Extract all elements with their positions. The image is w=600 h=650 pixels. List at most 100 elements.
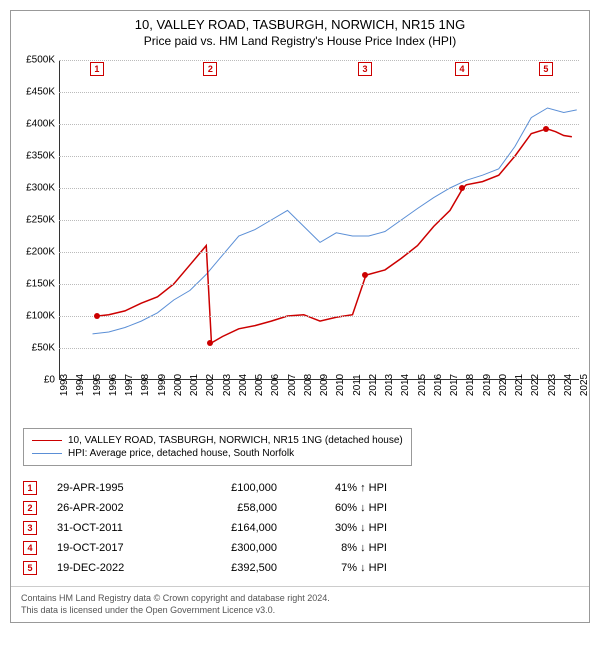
gridline-h	[59, 348, 579, 349]
x-axis-label: 2007	[287, 374, 298, 396]
chart-area: £0£50K£100K£150K£200K£250K£300K£350K£400…	[11, 50, 589, 420]
chart-marker-5: 5	[539, 62, 553, 76]
y-axis-label: £350K	[11, 151, 55, 162]
transaction-date: 31-OCT-2011	[57, 522, 167, 534]
transaction-marker: 4	[23, 541, 37, 555]
transaction-row: 5 19-DEC-2022 £392,500 7% ↓ HPI	[23, 558, 577, 578]
x-axis-label: 1996	[108, 374, 119, 396]
transaction-row: 2 26-APR-2002 £58,000 60% ↓ HPI	[23, 498, 577, 518]
transaction-diff: 60% ↓ HPI	[297, 502, 387, 514]
x-axis-label: 2024	[563, 374, 574, 396]
transaction-date: 26-APR-2002	[57, 502, 167, 514]
x-axis-label: 2003	[222, 374, 233, 396]
x-axis-label: 2015	[417, 374, 428, 396]
gridline-h	[59, 188, 579, 189]
x-axis-label: 2000	[173, 374, 184, 396]
y-axis-label: £250K	[11, 215, 55, 226]
x-axis-label: 2014	[400, 374, 411, 396]
chart-marker-dot-5	[543, 126, 549, 132]
y-axis-label: £200K	[11, 247, 55, 258]
y-axis-label: £400K	[11, 119, 55, 130]
gridline-h	[59, 60, 579, 61]
x-axis-label: 1993	[59, 374, 70, 396]
chart-marker-dot-3	[362, 272, 368, 278]
x-axis-label: 1994	[75, 374, 86, 396]
transaction-marker: 3	[23, 521, 37, 535]
gridline-h	[59, 284, 579, 285]
footer-line2: This data is licensed under the Open Gov…	[21, 605, 579, 617]
x-axis-label: 2004	[238, 374, 249, 396]
title-subtitle: Price paid vs. HM Land Registry's House …	[11, 34, 589, 48]
legend-label: HPI: Average price, detached house, Sout…	[68, 448, 294, 459]
transaction-price: £300,000	[187, 542, 277, 554]
chart-marker-dot-1	[94, 313, 100, 319]
transaction-marker: 1	[23, 481, 37, 495]
transaction-row: 1 29-APR-1995 £100,000 41% ↑ HPI	[23, 478, 577, 498]
transaction-date: 19-DEC-2022	[57, 562, 167, 574]
x-axis-label: 2013	[384, 374, 395, 396]
x-axis-label: 2008	[303, 374, 314, 396]
x-axis-label: 2025	[579, 374, 590, 396]
gridline-h	[59, 156, 579, 157]
transaction-diff: 8% ↓ HPI	[297, 542, 387, 554]
chart-container: 10, VALLEY ROAD, TASBURGH, NORWICH, NR15…	[10, 10, 590, 623]
title-block: 10, VALLEY ROAD, TASBURGH, NORWICH, NR15…	[11, 11, 589, 50]
transaction-price: £392,500	[187, 562, 277, 574]
legend-row: HPI: Average price, detached house, Sout…	[32, 448, 403, 459]
y-axis-label: £0	[11, 375, 55, 386]
transaction-price: £100,000	[187, 482, 277, 494]
x-axis-label: 2011	[352, 374, 363, 396]
x-axis-label: 2021	[514, 374, 525, 396]
y-axis-label: £450K	[11, 87, 55, 98]
footer: Contains HM Land Registry data © Crown c…	[11, 586, 589, 622]
y-axis-label: £150K	[11, 279, 55, 290]
title-address: 10, VALLEY ROAD, TASBURGH, NORWICH, NR15…	[11, 17, 589, 32]
x-axis-label: 2001	[189, 374, 200, 396]
chart-marker-dot-2	[207, 340, 213, 346]
x-axis-label: 2016	[433, 374, 444, 396]
chart-marker-3: 3	[358, 62, 372, 76]
transaction-date: 19-OCT-2017	[57, 542, 167, 554]
y-axis-label: £50K	[11, 343, 55, 354]
transactions-table: 1 29-APR-1995 £100,000 41% ↑ HPI 2 26-APR-200…	[11, 474, 589, 586]
transaction-row: 4 19-OCT-2017 £300,000 8% ↓ HPI	[23, 538, 577, 558]
x-axis-label: 2005	[254, 374, 265, 396]
transaction-diff: 7% ↓ HPI	[297, 562, 387, 574]
legend-swatch	[32, 453, 62, 454]
transaction-diff: 41% ↑ HPI	[297, 482, 387, 494]
x-axis-label: 2019	[482, 374, 493, 396]
transaction-diff: 30% ↓ HPI	[297, 522, 387, 534]
transaction-marker: 5	[23, 561, 37, 575]
legend-swatch	[32, 440, 62, 441]
gridline-h	[59, 220, 579, 221]
x-axis-label: 2022	[530, 374, 541, 396]
x-axis-label: 1997	[124, 374, 135, 396]
footer-line1: Contains HM Land Registry data © Crown c…	[21, 593, 579, 605]
series-line-property_price	[98, 129, 572, 343]
y-axis-label: £100K	[11, 311, 55, 322]
chart-marker-dot-4	[459, 185, 465, 191]
x-axis-label: 2023	[547, 374, 558, 396]
gridline-h	[59, 92, 579, 93]
chart-marker-4: 4	[455, 62, 469, 76]
x-axis-label: 1999	[157, 374, 168, 396]
x-axis-label: 2006	[270, 374, 281, 396]
gridline-h	[59, 316, 579, 317]
legend: 10, VALLEY ROAD, TASBURGH, NORWICH, NR15…	[11, 420, 589, 474]
transaction-price: £164,000	[187, 522, 277, 534]
transaction-date: 29-APR-1995	[57, 482, 167, 494]
transaction-marker: 2	[23, 501, 37, 515]
transaction-price: £58,000	[187, 502, 277, 514]
legend-box: 10, VALLEY ROAD, TASBURGH, NORWICH, NR15…	[23, 428, 412, 466]
x-axis-label: 2020	[498, 374, 509, 396]
x-axis-label: 2012	[368, 374, 379, 396]
gridline-h	[59, 124, 579, 125]
legend-label: 10, VALLEY ROAD, TASBURGH, NORWICH, NR15…	[68, 435, 403, 446]
x-axis-label: 1995	[92, 374, 103, 396]
x-axis-label: 2002	[205, 374, 216, 396]
transaction-row: 3 31-OCT-2011 £164,000 30% ↓ HPI	[23, 518, 577, 538]
chart-marker-2: 2	[203, 62, 217, 76]
x-axis-label: 2017	[449, 374, 460, 396]
x-axis-label: 2018	[465, 374, 476, 396]
gridline-h	[59, 252, 579, 253]
